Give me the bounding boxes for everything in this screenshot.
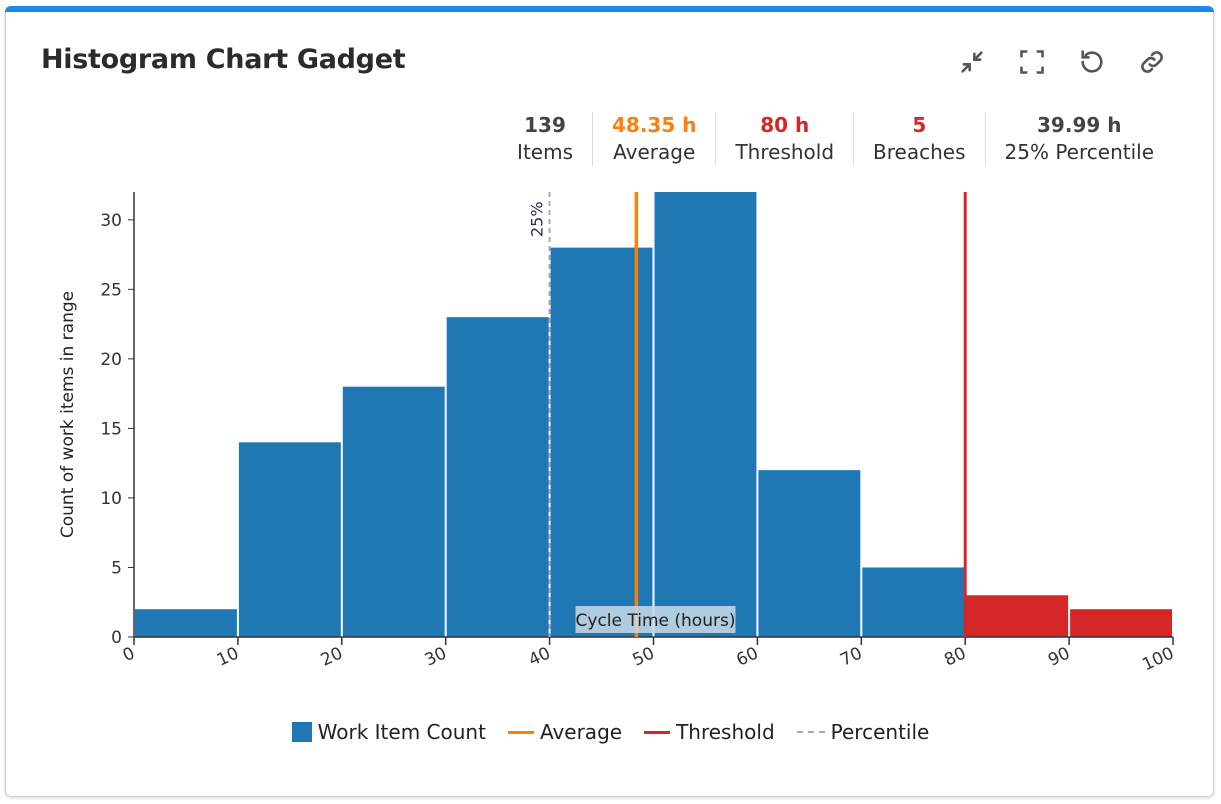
legend-item-count[interactable]: Work Item Count [291, 720, 486, 744]
stat-threshold: 80 h Threshold [715, 112, 853, 166]
stat-value: 139 [524, 113, 566, 137]
stat-average: 48.35 h Average [592, 112, 715, 166]
x-tick-label: 80 [941, 643, 969, 670]
legend-swatch-percentile [796, 731, 825, 733]
legend: Work Item Count Average Threshold Percen… [0, 720, 1221, 744]
stat-value: 80 h [760, 113, 810, 137]
histogram-bar [1070, 609, 1172, 637]
refresh-icon[interactable] [1076, 46, 1108, 78]
x-axis-label-bg [575, 606, 736, 633]
y-tick-label: 20 [100, 350, 122, 370]
stat-value: 39.99 h [1037, 113, 1122, 137]
y-tick-label: 30 [100, 211, 122, 231]
x-tick-label: 60 [733, 643, 761, 670]
x-tick-label: 20 [318, 643, 346, 670]
card-accent-bar [5, 6, 1214, 12]
legend-item-threshold[interactable]: Threshold [644, 720, 775, 744]
link-icon[interactable] [1136, 46, 1168, 78]
stats-bar: 139 Items 48.35 h Average 80 h Threshold 5 Brea… [498, 112, 1173, 166]
histogram-bar [135, 609, 237, 637]
histogram-bar [342, 386, 445, 637]
x-tick-label: 70 [837, 643, 865, 670]
y-tick-label: 0 [111, 628, 122, 648]
x-tick-label: 0 [120, 643, 138, 666]
legend-label: Average [539, 720, 623, 744]
x-axis-label: Cycle Time (hours) [576, 611, 736, 631]
legend-swatch-average [507, 730, 534, 734]
x-tick-label: 100 [1139, 643, 1177, 675]
stat-label: Average [613, 140, 696, 164]
legend-label: Threshold [676, 720, 775, 744]
stat-label: Breaches [873, 140, 966, 164]
y-tick-label: 10 [100, 489, 122, 509]
stat-breaches: 5 Breaches [853, 112, 984, 166]
histogram-bar [966, 595, 1069, 637]
x-tick-label: 50 [630, 643, 658, 670]
stat-value: 48.35 h [612, 113, 697, 137]
fullscreen-icon[interactable] [1016, 46, 1048, 78]
stat-label: 25% Percentile [1004, 140, 1154, 164]
histogram-bar [238, 442, 341, 637]
histogram-bar [758, 470, 861, 637]
legend-item-percentile[interactable]: Percentile [796, 720, 930, 744]
stat-value: 5 [912, 113, 927, 137]
histogram-bar [446, 317, 549, 637]
legend-label: Work Item Count [317, 720, 486, 744]
toolbar [956, 46, 1168, 78]
legend-swatch-threshold [644, 730, 671, 734]
y-axis-label: Count of work items in range [58, 291, 78, 538]
x-tick-label: 30 [422, 643, 450, 670]
y-tick-label: 15 [100, 419, 122, 439]
legend-swatch-bar [291, 722, 312, 742]
stat-25-percentile: 39.99 h 25% Percentile [984, 112, 1173, 166]
y-tick-label: 25 [100, 280, 122, 300]
x-tick-label: 10 [214, 643, 242, 670]
percentile-label: 25% [527, 201, 546, 237]
collapse-icon[interactable] [956, 46, 988, 78]
histogram-bar [654, 192, 757, 637]
stat-items: 139 Items [498, 112, 592, 166]
x-tick-label: 90 [1045, 643, 1073, 670]
stat-label: Threshold [735, 140, 835, 164]
x-tick-label: 40 [526, 643, 554, 670]
legend-label: Percentile [830, 720, 930, 744]
y-tick-label: 5 [111, 558, 122, 578]
legend-item-average[interactable]: Average [507, 720, 623, 744]
histogram-bar [862, 567, 965, 637]
stat-label: Items [517, 140, 573, 164]
gadget-title: Histogram Chart Gadget [41, 44, 406, 75]
